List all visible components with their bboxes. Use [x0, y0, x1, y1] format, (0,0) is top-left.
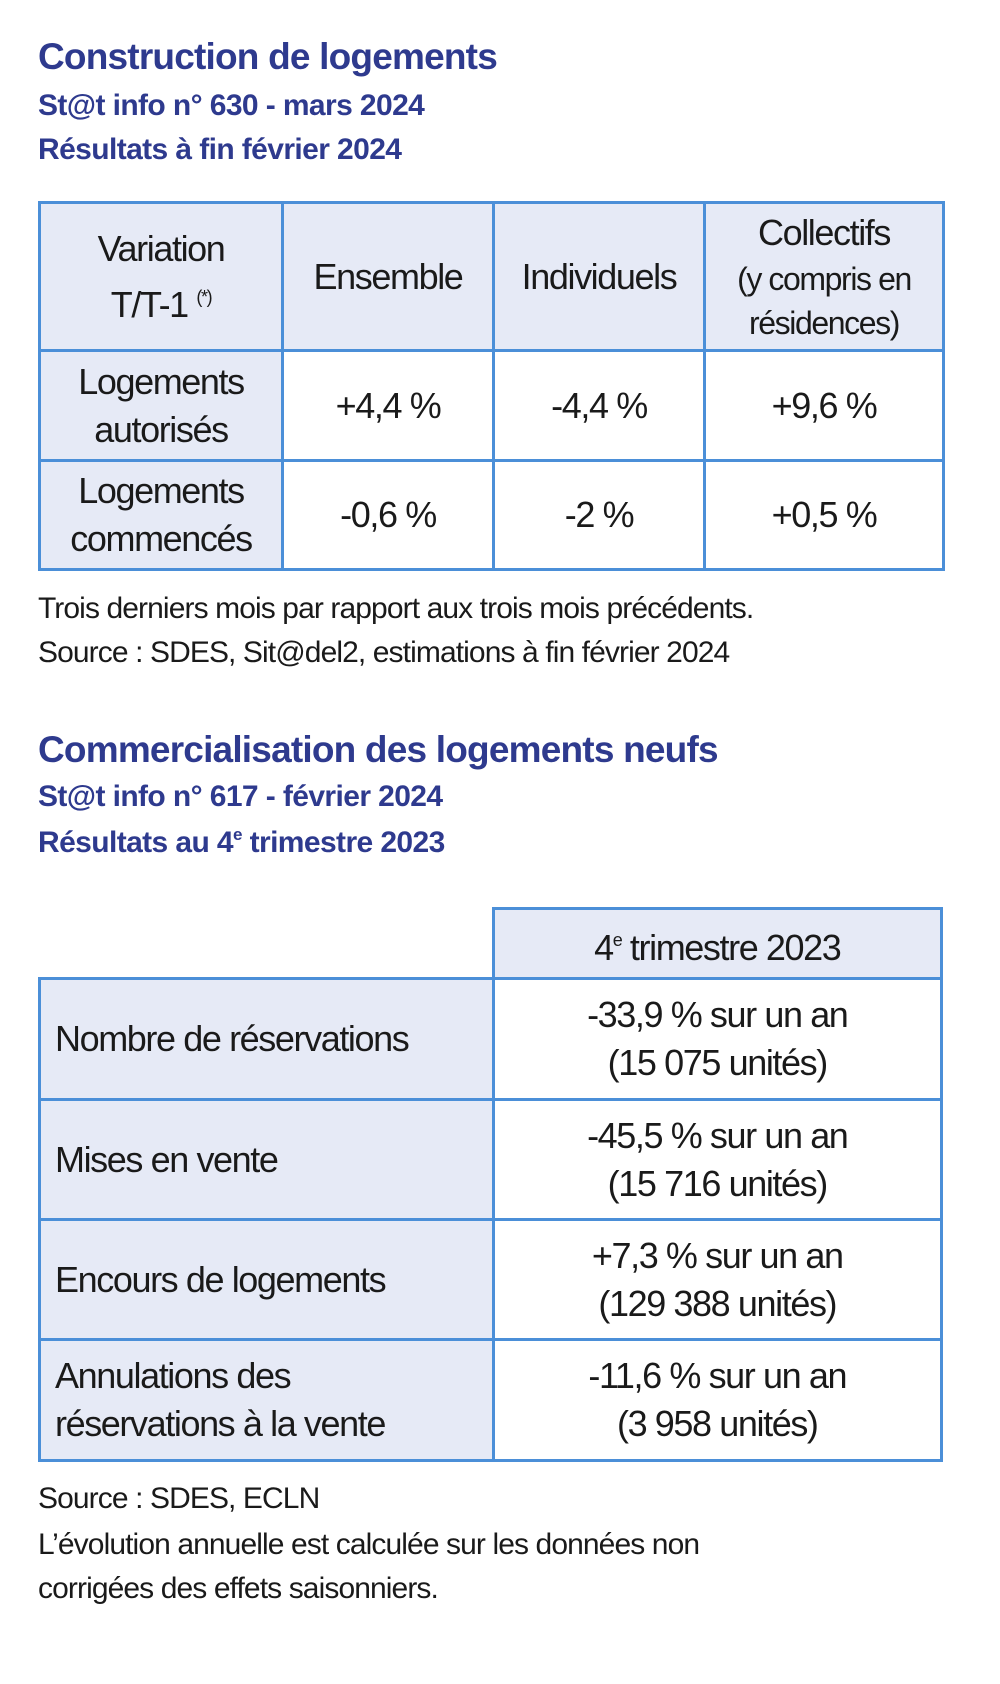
results-suffix: trimestre 2023 [241, 826, 446, 859]
corner-note: (*) [196, 286, 212, 307]
cell-value: -33,9 % sur un an (15 075 unités) [491, 977, 943, 1101]
section1-title: Construction de logements [38, 36, 498, 77]
section1-results: Résultats à fin février 2024 [38, 133, 402, 166]
value-line1: -45,5 % sur un an [587, 1114, 849, 1156]
row-label: Annulations des réservations à la vente [38, 1338, 495, 1462]
value-line2: (129 388 unités) [598, 1282, 837, 1324]
row-label-line1: Logements [78, 360, 245, 402]
value-line1: +7,3 % sur un an [591, 1234, 844, 1276]
col-header-individuels: Individuels [492, 201, 706, 352]
section2-note2: corrigées des effets saisonniers. [38, 1572, 439, 1605]
results-sup: e [233, 825, 242, 844]
section2-source: Source : SDES, ECLN [38, 1482, 320, 1515]
header-prefix: 4 [594, 926, 614, 968]
section1-subtitle: St@t info n° 630 - mars 2024 [38, 89, 425, 122]
collectifs-sub1: (y compris en [737, 260, 912, 297]
row-label: Mises en vente [38, 1098, 495, 1221]
cell-value: -4,4 % [492, 349, 706, 462]
section2-subtitle: St@t info n° 617 - février 2024 [38, 780, 443, 813]
row-label-line2: autorisés [94, 408, 229, 450]
corner-cell: Variation T/T-1 (*) [38, 201, 284, 352]
table-row: Encours de logements +7,3 % sur un an (12… [38, 1218, 943, 1341]
table-row: Nombre de réservations -33,9 % sur un an… [38, 977, 943, 1101]
cell-value: +0,5 % [703, 459, 945, 571]
value-line2: (15 075 unités) [607, 1042, 829, 1083]
collectifs-label: Collectifs [757, 211, 891, 253]
header-suffix: trimestre 2023 [621, 926, 842, 968]
row-label-line1: Annulations des [55, 1355, 292, 1396]
row-label-line2: commencés [70, 518, 253, 559]
value-line1: -11,6 % sur un an [588, 1355, 847, 1396]
row-label-line1: Logements [78, 470, 245, 511]
commercialisation-table: 4e trimestre 2023 Nombre de réservations… [38, 907, 943, 1462]
table-row: Mises en vente -45,5 % sur un an (15 716 … [38, 1098, 943, 1221]
cell-value: +9,6 % [703, 349, 945, 462]
row-label: Nombre de réservations [38, 977, 495, 1101]
cell-value: +7,3 % sur un an (129 388 unités) [491, 1218, 943, 1341]
cell-value: +4,4 % [281, 349, 495, 462]
row-label: Logements commencés [38, 459, 284, 571]
row-label: Logements autorisés [38, 349, 284, 462]
row-label: Encours de logements [38, 1218, 495, 1341]
cell-value: -45,5 % sur un an (15 716 unités) [491, 1098, 943, 1221]
col-header-trimestre: 4e trimestre 2023 [491, 907, 943, 980]
collectifs-sub2: résidences) [748, 304, 900, 341]
table-row: Logements autorisés +4,4 % -4,4 % +9,6 % [38, 349, 945, 462]
table-row: Annulations des réservations à la vente -… [38, 1338, 943, 1462]
corner-line2: T/T-1 (*) [41, 273, 281, 329]
section1-source: Source : SDES, Sit@del2, estimations à f… [38, 636, 730, 669]
value-line2: (15 716 unités) [607, 1162, 829, 1204]
col-header-ensemble: Ensemble [281, 201, 495, 352]
section2-results: Résultats au 4e trimestre 2023 [38, 825, 445, 860]
col-header-collectifs: Collectifs (y compris en résidences) [703, 201, 945, 352]
value-line1: -33,9 % sur un an [587, 994, 849, 1035]
header-sup: e [612, 929, 623, 950]
table-row: Logements commencés -0,6 % -2 % +0,5 % [38, 459, 945, 571]
construction-table: Variation T/T-1 (*) Ensemble Individuels… [38, 201, 945, 571]
empty-corner [40, 909, 494, 979]
row-label-line2: réservations à la vente [55, 1403, 386, 1444]
section2-title: Commercialisation des logements neufs [38, 729, 719, 770]
cell-value: -0,6 % [281, 459, 495, 571]
results-prefix: Résultats au 4 [38, 826, 234, 859]
corner-line2-text: T/T-1 [110, 283, 189, 325]
cell-value: -2 % [492, 459, 706, 571]
section1-note1: Trois derniers mois par rapport aux troi… [38, 592, 754, 625]
section2-note1: L’évolution annuelle est calculée sur le… [38, 1528, 700, 1561]
corner-line1: Variation [97, 227, 226, 269]
value-line2: (3 958 unités) [616, 1403, 819, 1444]
cell-value: -11,6 % sur un an (3 958 unités) [491, 1338, 943, 1462]
